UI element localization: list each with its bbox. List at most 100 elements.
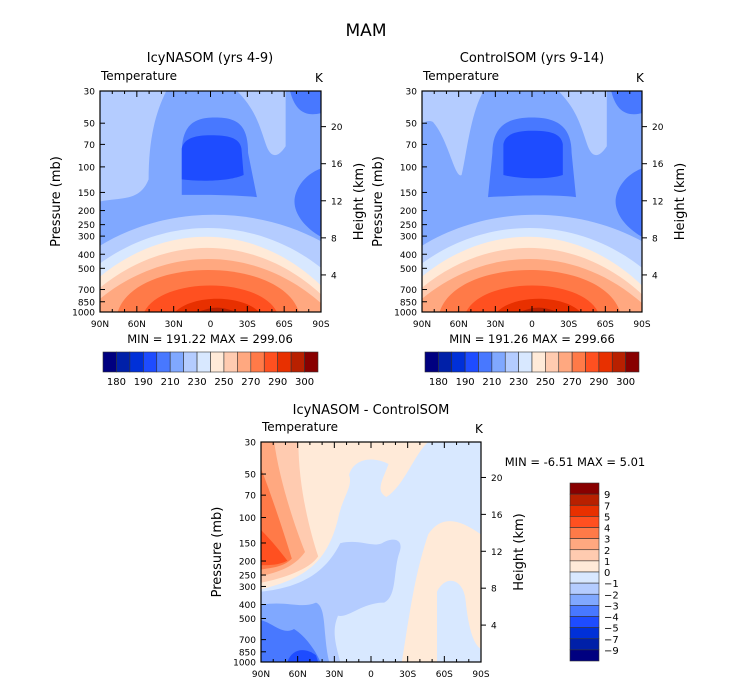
- y-tick-label: 250: [78, 221, 95, 231]
- colorbar-box: [304, 351, 319, 373]
- min-max-stats: MIN = -6.51 MAX = 5.01: [505, 455, 646, 469]
- colorbar-box: [156, 351, 171, 373]
- units-label: K: [315, 71, 324, 85]
- colorbar-box: [598, 351, 613, 373]
- contour-field: [100, 91, 321, 312]
- y-tick-label: 300: [78, 233, 95, 243]
- contour-region: [261, 539, 401, 617]
- colorbar-box: [569, 549, 600, 562]
- y-tick-label: 500: [400, 265, 417, 275]
- colorbar-label: −2: [604, 590, 619, 601]
- contour-region: [290, 91, 321, 237]
- y-right-tick-label: 20: [652, 123, 664, 133]
- y-right-tick-label: 12: [331, 197, 342, 207]
- contour-region: [181, 135, 244, 181]
- colorbar-label: 290: [268, 377, 287, 388]
- colorbar-label: 190: [134, 377, 153, 388]
- y-tick-label: 70: [84, 141, 96, 151]
- y-axis-label: Pressure (mb): [49, 156, 64, 247]
- x-tick-label: 30N: [325, 670, 343, 680]
- colorbar-box: [571, 351, 586, 373]
- y-right-tick-label: 4: [652, 271, 658, 281]
- colorbar-box: [569, 649, 600, 662]
- contour-region: [611, 91, 642, 237]
- y-right-tick-label: 8: [331, 234, 337, 244]
- colorbar-label: 190: [456, 377, 475, 388]
- y-tick-label: 700: [78, 286, 95, 296]
- y-right-tick-label: 8: [652, 234, 658, 244]
- x-tick-label: 60S: [597, 320, 614, 330]
- colorbar-box: [611, 351, 626, 373]
- x-tick-label: 0: [368, 670, 374, 680]
- y-right-tick-label: 16: [652, 160, 664, 170]
- y-right-axis-label: Height (km): [512, 513, 527, 590]
- contour-region: [422, 91, 484, 176]
- colorbar-box: [129, 351, 144, 373]
- colorbar-label: 290: [589, 377, 608, 388]
- x-tick-label: 90N: [91, 320, 109, 330]
- colorbar-box: [569, 616, 600, 628]
- y-tick-label: 150: [239, 539, 256, 549]
- y-tick-label: 250: [239, 572, 256, 582]
- panel-title: IcyNASOM (yrs 4-9): [147, 51, 273, 66]
- y-axis-label: Pressure (mb): [210, 507, 225, 598]
- colorbar-label: 180: [107, 377, 126, 388]
- colorbar-box: [531, 351, 546, 373]
- y-tick-label: 50: [406, 120, 418, 130]
- y-right-tick-label: 8: [491, 585, 497, 595]
- x-tick-label: 60S: [276, 320, 293, 330]
- y-tick-label: 1000: [233, 659, 256, 669]
- y-tick-label: 200: [78, 207, 95, 217]
- x-tick-label: 30S: [560, 320, 577, 330]
- min-max-stats: MIN = 191.26 MAX = 299.66: [449, 332, 615, 346]
- x-tick-label: 60N: [128, 320, 146, 330]
- colorbar-box: [438, 351, 453, 373]
- contour-region: [197, 307, 238, 312]
- colorbar-label: 300: [295, 377, 314, 388]
- colorbar-label: −1: [604, 579, 619, 590]
- colorbar-box: [569, 504, 600, 517]
- y-tick-label: 150: [78, 189, 95, 199]
- colorbar-box: [116, 351, 131, 373]
- y-tick-label: 500: [78, 265, 95, 275]
- y-tick-label: 1000: [72, 309, 95, 319]
- colorbar-label: 3: [604, 535, 610, 546]
- units-label: K: [475, 422, 484, 436]
- contour-field: [261, 442, 481, 662]
- colorbar-box: [545, 351, 560, 373]
- colorbar-box: [569, 527, 600, 539]
- x-tick-label: 90S: [312, 320, 329, 330]
- colorbar-label: 250: [214, 377, 233, 388]
- colorbar-box: [196, 351, 211, 373]
- colorbar-label: 300: [616, 377, 635, 388]
- y-right-axis-label: Height (km): [673, 163, 688, 240]
- colorbar-box: [569, 493, 600, 506]
- colorbar-label: 270: [241, 377, 260, 388]
- y-tick-label: 70: [406, 141, 418, 151]
- colorbar-box: [625, 351, 640, 373]
- colorbar-label: 180: [429, 377, 448, 388]
- colorbar-box: [143, 351, 158, 373]
- y-right-tick-label: 16: [491, 511, 503, 521]
- y-tick-label: 1000: [394, 309, 417, 319]
- x-tick-label: 30N: [486, 320, 504, 330]
- y-tick-label: 30: [84, 88, 96, 98]
- variable-label: Temperature: [422, 69, 499, 83]
- colorbar: 180 190 210 230 250 270 290 300: [424, 351, 640, 388]
- colorbar-box: [569, 638, 600, 651]
- y-right-tick-label: 16: [331, 160, 343, 170]
- y-tick-label: 300: [400, 233, 417, 243]
- colorbar-box: [491, 351, 506, 373]
- y-tick-label: 850: [78, 298, 95, 308]
- colorbar-label: 9: [604, 490, 610, 501]
- colorbar-box: [569, 538, 600, 551]
- contour-region: [437, 580, 481, 662]
- y-tick-label: 30: [245, 439, 257, 449]
- y-tick-label: 100: [239, 514, 256, 524]
- x-tick-label: 90S: [633, 320, 650, 330]
- colorbar-box: [569, 571, 600, 584]
- panel-title: IcyNASOM - ControlSOM: [293, 403, 450, 418]
- colorbar-box: [223, 351, 238, 373]
- colorbar-label: 210: [161, 377, 180, 388]
- colorbar-label: 210: [482, 377, 501, 388]
